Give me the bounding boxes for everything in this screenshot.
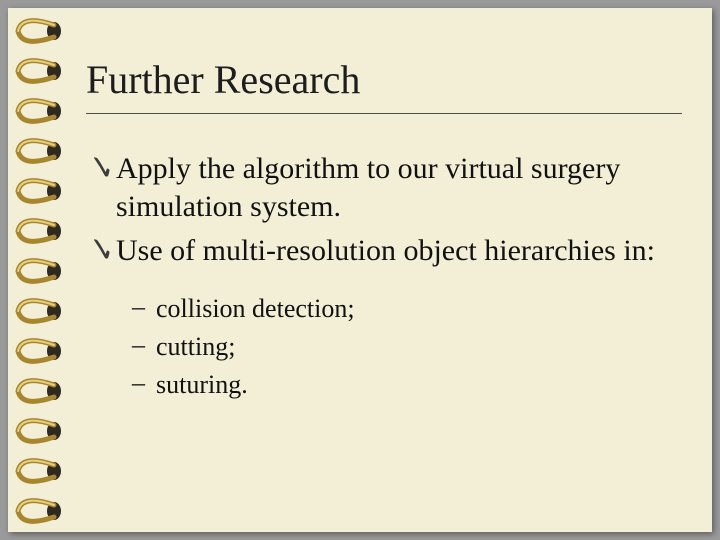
binding-ring bbox=[14, 16, 66, 46]
binding-ring bbox=[14, 96, 66, 126]
binding-ring bbox=[14, 136, 66, 166]
binding-ring bbox=[14, 376, 66, 406]
bullet-item: ✓ Apply the algorithm to our virtual sur… bbox=[86, 150, 682, 226]
sub-bullet-item: – suturing. bbox=[132, 368, 682, 402]
sub-bullet-text: cutting; bbox=[156, 330, 235, 364]
binding-ring bbox=[14, 296, 66, 326]
binding-ring bbox=[14, 456, 66, 486]
presentation-slide: Further Research ✓ Apply the algorithm t… bbox=[8, 8, 712, 532]
dash-icon: – bbox=[132, 292, 156, 322]
binding-ring bbox=[14, 256, 66, 286]
sub-bullet-text: suturing. bbox=[156, 368, 248, 402]
binding-ring bbox=[14, 176, 66, 206]
dash-icon: – bbox=[132, 330, 156, 360]
sub-bullet-item: – collision detection; bbox=[132, 292, 682, 326]
binding-ring bbox=[14, 496, 66, 526]
dash-icon: – bbox=[132, 368, 156, 398]
bullet-text: Use of multi-resolution object hierarchi… bbox=[116, 232, 655, 270]
sub-bullet-list: – collision detection; – cutting; – sutu… bbox=[132, 292, 682, 402]
bullet-list: ✓ Apply the algorithm to our virtual sur… bbox=[86, 150, 682, 270]
checkmark-icon: ✓ bbox=[86, 231, 114, 272]
spiral-binding bbox=[8, 8, 72, 532]
sub-bullet-item: – cutting; bbox=[132, 330, 682, 364]
bullet-text: Apply the algorithm to our virtual surge… bbox=[116, 150, 682, 226]
sub-bullet-text: collision detection; bbox=[156, 292, 355, 326]
bullet-item: ✓ Use of multi-resolution object hierarc… bbox=[86, 232, 682, 270]
binding-ring bbox=[14, 56, 66, 86]
slide-title: Further Research bbox=[86, 56, 682, 114]
binding-ring bbox=[14, 416, 66, 446]
binding-ring bbox=[14, 336, 66, 366]
binding-ring bbox=[14, 216, 66, 246]
slide-content: Further Research ✓ Apply the algorithm t… bbox=[86, 56, 682, 406]
checkmark-icon: ✓ bbox=[86, 149, 114, 190]
